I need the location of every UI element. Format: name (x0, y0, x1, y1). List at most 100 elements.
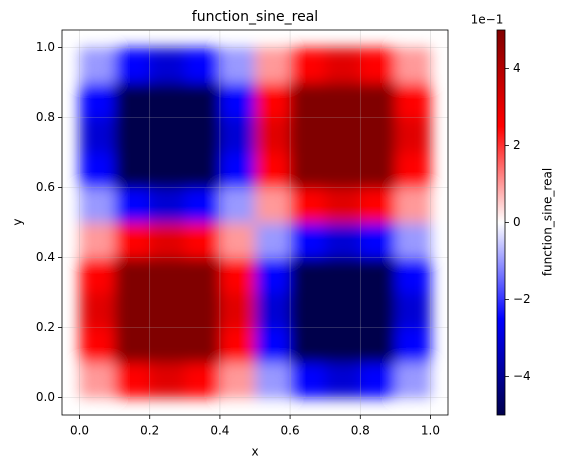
heatmap-cell (395, 327, 431, 363)
heatmap-cell (219, 82, 256, 118)
heatmap-cell (114, 47, 151, 83)
x-axis-label: x (251, 445, 258, 459)
heatmap-cell (255, 82, 291, 118)
heatmap-cell (290, 257, 326, 293)
heatmap-cell (114, 222, 151, 258)
heatmap-cell (360, 187, 396, 223)
heatmap-cell (79, 257, 116, 293)
heatmap-cell (360, 257, 396, 293)
heatmap-cell (395, 47, 431, 83)
colorbar-tick-label: −4 (513, 369, 531, 383)
heatmap-cell (325, 362, 361, 398)
heatmap-cell (114, 187, 151, 223)
heatmap-cell (255, 222, 291, 258)
heatmap-cell (395, 222, 431, 258)
heatmap-cell (290, 362, 326, 398)
heatmap-cell (114, 152, 151, 188)
x-tick-label: 0.8 (351, 424, 370, 438)
heatmap-cell (219, 222, 256, 258)
heatmap-cell (219, 257, 256, 293)
heatmap-cell (219, 47, 256, 83)
y-tick-label: 0.2 (36, 320, 55, 334)
heatmap-cell (219, 152, 256, 188)
heatmap-cell (395, 152, 431, 188)
heatmap-cell (114, 362, 151, 398)
heatmap-cell (325, 222, 361, 258)
heatmap-cell (79, 362, 116, 398)
heatmap-cell (149, 152, 186, 188)
heatmap-cell (149, 222, 186, 258)
heatmap-cell (290, 82, 326, 118)
heatmap-cell (325, 257, 361, 293)
axes: 0.0 0.2 0.4 0.6 0.8 1.0 0.0 0.2 0.4 0.6 0.8 1.0 (36, 30, 448, 438)
heatmap-cell (184, 362, 221, 398)
heatmap-cell (184, 257, 221, 293)
heatmap-cell (255, 327, 291, 363)
colorbar (496, 29, 506, 416)
heatmap-cell (219, 187, 256, 223)
heatmap-cell (184, 47, 221, 83)
heatmap-cell (360, 327, 396, 363)
heatmap-cell (219, 327, 256, 363)
heatmap-cell (149, 82, 186, 118)
colorbar-offset: 1e−1 (471, 13, 504, 27)
heatmap-cell (149, 187, 186, 223)
heatmap-cell (79, 117, 116, 153)
heatmap-cell (325, 292, 361, 328)
heatmap-cell (149, 292, 186, 328)
heatmap-cell (79, 47, 116, 83)
heatmap-cell (325, 152, 361, 188)
heatmap-cell (114, 117, 151, 153)
heatmap-cell (290, 187, 326, 223)
heatmap-cell (219, 117, 256, 153)
heatmap-cell (290, 47, 326, 83)
heatmap-cell (255, 292, 291, 328)
x-tick-label: 1.0 (421, 424, 440, 438)
heatmap-cell (395, 292, 431, 328)
heatmap-cell (114, 257, 151, 293)
x-tick-label: 0.0 (70, 424, 89, 438)
heatmap-cell (325, 187, 361, 223)
heatmap-cell (360, 362, 396, 398)
y-axis-label: y (11, 218, 25, 225)
heatmap-cell (114, 327, 151, 363)
heatmap-cell (325, 327, 361, 363)
heatmap-cell (79, 222, 116, 258)
heatmap-cell (149, 117, 186, 153)
y-tick-label: 0.6 (36, 180, 55, 194)
heatmap-cell (290, 152, 326, 188)
heatmap-cell (395, 117, 431, 153)
heatmap-cell (325, 117, 361, 153)
heatmap-cell (184, 117, 221, 153)
y-tick-label: 0.0 (36, 390, 55, 404)
heatmap (79, 47, 431, 398)
heatmap-cell (184, 152, 221, 188)
heatmap-cell (149, 362, 186, 398)
heatmap-cell (79, 292, 116, 328)
heatmap-cell (290, 292, 326, 328)
heatmap-cell (395, 82, 431, 118)
heatmap-cell (395, 362, 431, 398)
heatmap-cell (184, 82, 221, 118)
heatmap-cell (360, 222, 396, 258)
heatmap-cell (325, 47, 361, 83)
heatmap-cell (184, 327, 221, 363)
heatmap-cell (395, 187, 431, 223)
heatmap-cell (184, 292, 221, 328)
chart-title: function_sine_real (192, 9, 318, 25)
colorbar-tick-label: 4 (513, 61, 521, 75)
heatmap-cell (79, 327, 116, 363)
heatmap-cell (255, 152, 291, 188)
heatmap-cell (290, 117, 326, 153)
colorbar-label: function_sine_real (541, 168, 555, 276)
plot-frame (61, 29, 449, 416)
heatmap-cell (114, 292, 151, 328)
heatmap-cell (255, 117, 291, 153)
heatmap-cell (79, 82, 116, 118)
heatmap-cell (149, 327, 186, 363)
heatmap-cell (360, 292, 396, 328)
colorbar-tick-label: 2 (513, 138, 521, 152)
x-tick-label: 0.6 (281, 424, 300, 438)
